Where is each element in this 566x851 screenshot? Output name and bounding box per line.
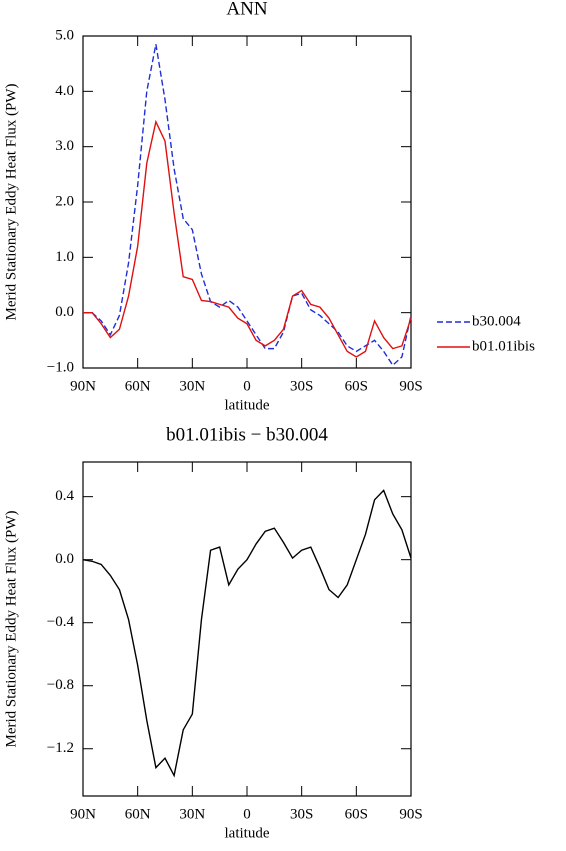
x-tick-label: 90N [70,806,96,822]
y-tick-label: 2.0 [55,193,74,209]
chart-title: ANN [226,0,267,19]
series-line [83,119,412,358]
legend-label: b01.01ibis [472,338,535,354]
x-tick-label: 30N [179,806,205,822]
x-tick-label: 0 [243,806,251,822]
plot-frame [82,461,412,797]
y-tick-label: 1.0 [55,249,74,265]
x-tick-label: 0 [243,378,251,394]
x-tick-label: 90S [399,806,422,822]
y-tick-label: −0.8 [47,677,74,693]
x-axis-label: latitude [225,397,270,413]
y-tick-label: 3.0 [55,138,74,154]
x-tick-label: 30N [179,378,205,394]
legend-label: b30.004 [472,313,521,329]
series-line [83,44,412,367]
x-tick-label: 90S [399,378,422,394]
y-tick-label: 0.0 [55,551,74,567]
y-tick-label: 4.0 [55,83,74,99]
x-tick-label: 60S [345,806,368,822]
y-tick-label: 5.0 [55,27,74,43]
x-tick-label: 90N [70,378,96,394]
y-tick-label: −1.0 [47,359,74,375]
x-tick-label: 60S [345,378,368,394]
y-tick-label: −0.4 [47,614,75,630]
y-tick-label: 0.4 [55,488,74,504]
y-tick-label: 0.0 [55,304,74,320]
x-tick-label: 60N [125,378,151,394]
x-tick-label: 30S [290,378,313,394]
chart-title: b01.01ibis − b30.004 [166,424,328,445]
y-axis-label: Merid Stationary Eddy Heat Flux (PW) [3,510,19,747]
x-tick-label: 30S [290,806,313,822]
y-axis-label: Merid Stationary Eddy Heat Flux (PW) [3,83,19,320]
x-tick-label: 60N [125,806,151,822]
y-tick-label: −1.2 [47,740,74,756]
plot-frame [82,35,412,369]
x-axis-label: latitude [225,825,270,841]
series-line [82,489,412,778]
